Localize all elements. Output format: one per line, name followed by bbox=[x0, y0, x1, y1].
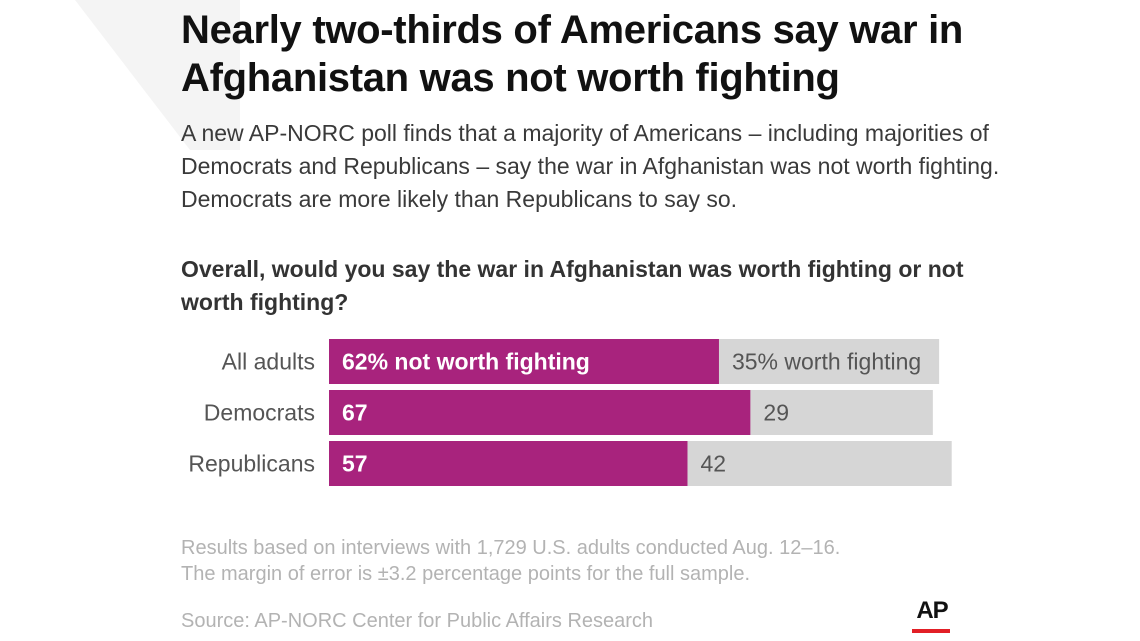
data-label-worth-democrats: 29 bbox=[763, 400, 789, 426]
bar-worth-all-adults bbox=[718, 339, 940, 384]
data-label-not-worth-all-adults: 62% not worth fighting bbox=[342, 349, 590, 375]
data-label-worth-republicans: 42 bbox=[701, 451, 727, 477]
bar-not-worth-all-adults bbox=[329, 339, 719, 384]
bar-not-worth-democrats bbox=[329, 390, 751, 435]
chart-headline: Nearly two-thirds of Americans say war i… bbox=[181, 8, 964, 100]
bar-worth-republicans bbox=[687, 441, 952, 486]
data-label-worth-all-adults: 35% worth fighting bbox=[732, 349, 921, 375]
chart-intro: A new AP-NORC poll finds that a majority… bbox=[181, 120, 1000, 212]
category-label-all-adults: All adults bbox=[222, 349, 315, 375]
category-label-democrats: Democrats bbox=[204, 400, 315, 426]
bar-not-worth-republicans bbox=[329, 441, 688, 486]
chart-title: Overall, would you say the war in Afghan… bbox=[181, 256, 964, 315]
ap-logo: AP bbox=[912, 598, 952, 634]
bar-worth-democrats bbox=[750, 390, 933, 435]
methodology-note-line-1: Results based on interviews with 1,729 U… bbox=[181, 537, 841, 559]
ap-logo-underline bbox=[912, 629, 950, 633]
source-credit: Source: AP-NORC Center for Public Affair… bbox=[181, 610, 654, 632]
data-label-not-worth-democrats: 67 bbox=[342, 400, 368, 426]
methodology-note: Results based on interviews with 1,729 U… bbox=[181, 535, 1001, 587]
methodology-note-line-2: The margin of error is ±3.2 percentage p… bbox=[181, 563, 751, 585]
data-label-not-worth-republicans: 57 bbox=[342, 451, 368, 477]
ap-logo-text: AP bbox=[916, 597, 948, 624]
category-label-republicans: Republicans bbox=[188, 451, 315, 477]
